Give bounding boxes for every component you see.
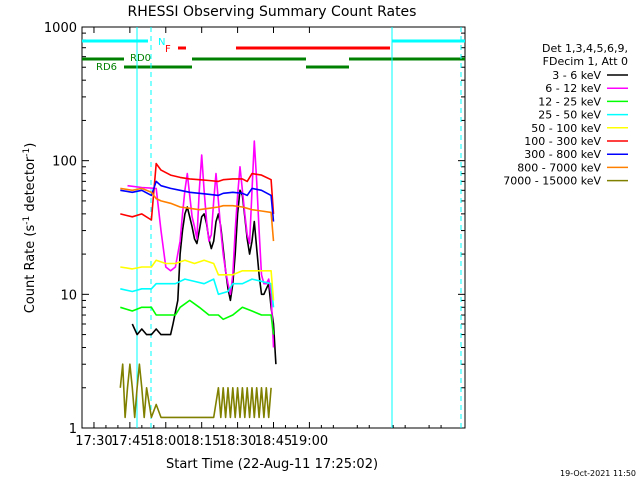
- y-tick-label-0: 1: [69, 422, 77, 437]
- series-line-5: [120, 162, 275, 221]
- legend-header-line-2: FDecim 1, Att 0: [543, 55, 628, 68]
- legend-label-3: 25 - 50 keV: [538, 109, 601, 122]
- x-tick-label-4: 18:30: [219, 434, 256, 449]
- legend-label-8: 7000 - 15000 keV: [503, 175, 601, 188]
- legend-label-5: 100 - 300 keV: [524, 135, 601, 148]
- x-tick-label-2: 18:00: [147, 434, 184, 449]
- series-line-1: [127, 140, 275, 348]
- series-line-0: [131, 189, 277, 365]
- legend-header-line-1: Det 1,3,4,5,6,9,: [542, 42, 628, 55]
- legend-label-2: 12 - 25 keV: [538, 95, 601, 108]
- y-axis-label: Count Rate (s-1 detector-1): [22, 143, 38, 314]
- y-axis-label-sup1: -1: [22, 216, 32, 225]
- legend-label-6: 300 - 800 keV: [524, 148, 601, 161]
- series-line-4: [120, 259, 275, 301]
- x-tick-label-6: 19:00: [291, 434, 328, 449]
- y-tick-label-3: 1000: [44, 21, 77, 36]
- data-series: [119, 140, 277, 419]
- series-line-7: [120, 187, 275, 242]
- x-tick-label-1: 17:45: [111, 434, 148, 449]
- legend-label-0: 3 - 6 keV: [552, 69, 601, 82]
- flag-label-rd0: RD0: [130, 53, 151, 64]
- legend-label-7: 800 - 7000 keV: [517, 161, 601, 174]
- render-timestamp: 19-Oct-2021 11:50: [560, 469, 636, 478]
- chart-title: RHESSI Observing Summary Count Rates: [128, 4, 417, 20]
- attenuator-markers: [136, 27, 462, 428]
- y-axis-label-sup2: -1: [22, 148, 32, 157]
- series-line-8: [119, 363, 272, 419]
- observing-flags: N F RD0 RD6: [82, 37, 465, 73]
- series-line-2: [120, 299, 275, 335]
- legend-label-1: 6 - 12 keV: [545, 82, 601, 95]
- y-tick-label-1: 10: [60, 288, 77, 303]
- series-line-3: [120, 278, 275, 308]
- x-tick-label-5: 18:45: [255, 434, 292, 449]
- flag-label-rd6: RD6: [96, 62, 117, 73]
- legend-label-4: 50 - 100 keV: [531, 122, 601, 135]
- flag-label-n: N: [158, 37, 165, 48]
- x-tick-label-3: 18:15: [183, 434, 220, 449]
- legend: Det 1,3,4,5,6,9, FDecim 1, Att 0 3 - 6 k…: [503, 42, 628, 188]
- x-tick-label-0: 17:30: [75, 434, 112, 449]
- y-tick-label-2: 100: [52, 155, 77, 170]
- x-axis-label: Start Time (22-Aug-11 17:25:02): [166, 457, 378, 472]
- flag-label-f: F: [165, 44, 171, 55]
